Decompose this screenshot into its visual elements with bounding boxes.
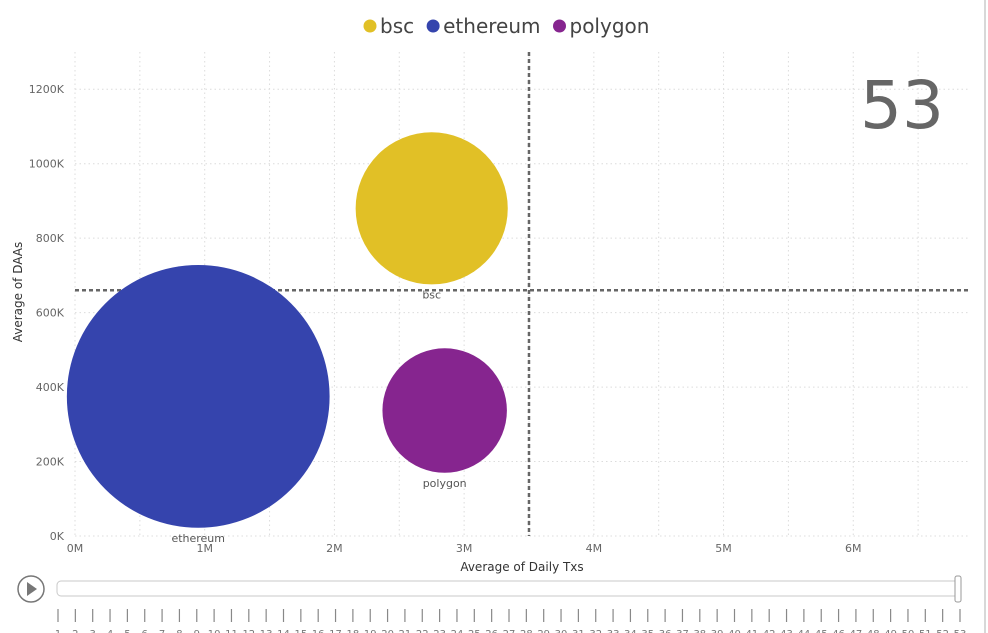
x-tick-label: 0M [67,542,84,555]
play-axis-handle[interactable] [954,575,962,603]
play-tick-label[interactable]: 52 [936,629,949,633]
play-tick-label[interactable]: 32 [589,629,602,633]
y-tick-label: 600K [36,307,65,320]
y-axis-title: Average of DAAs [11,242,25,343]
play-tick-label[interactable]: 14 [277,629,290,633]
legend-marker-bsc [363,19,377,33]
play-tick-label[interactable]: 53 [954,629,967,633]
play-tick-label[interactable]: 10 [208,629,221,633]
play-tick-label[interactable]: 12 [242,629,255,633]
play-tick-label[interactable]: 34 [624,629,637,633]
play-tick-label[interactable]: 19 [364,629,377,633]
x-tick-label: 5M [715,542,732,555]
play-tick-label[interactable]: 49 [884,629,897,633]
play-tick-label[interactable]: 26 [485,629,498,633]
play-tick-label[interactable]: 2 [72,629,78,633]
bubble-labels: bsc ethereum polygon [171,288,466,544]
play-tick-label[interactable]: 7 [159,629,165,633]
play-tick-label[interactable]: 15 [294,629,307,633]
play-tick-label[interactable]: 1 [55,629,61,633]
legend-item-ethereum[interactable]: ethereum [443,14,540,38]
play-tick-label[interactable]: 45 [815,629,828,633]
play-tick-label[interactable]: 3 [90,629,96,633]
legend-item-bsc[interactable]: bsc [380,14,414,38]
play-tick-label[interactable]: 47 [850,629,863,633]
bubble-label-bsc: bsc [422,288,441,301]
y-axis-ticks: 0K 200K 400K 600K 800K 1000K 1200K [29,83,65,543]
play-tick-label[interactable]: 9 [194,629,200,633]
play-tick-label[interactable]: 18 [347,629,360,633]
play-tick-label[interactable]: 11 [225,629,238,633]
bubbles [66,132,508,528]
play-button[interactable] [17,575,45,603]
play-tick-label[interactable]: 48 [867,629,880,633]
play-tick-label[interactable]: 25 [468,629,481,633]
play-tick-label[interactable]: 8 [176,629,182,633]
play-axis-track[interactable] [56,580,962,597]
play-tick-label[interactable]: 37 [676,629,689,633]
x-tick-label: 6M [845,542,862,555]
x-tick-label: 3M [456,542,473,555]
play-tick-label[interactable]: 36 [659,629,672,633]
x-axis-ticks: 0M 1M 2M 3M 4M 5M 6M [67,542,862,555]
y-tick-label: 1000K [29,158,65,171]
play-tick-label[interactable]: 33 [607,629,620,633]
play-tick-label[interactable]: 40 [728,629,741,633]
play-tick-label[interactable]: 4 [107,629,113,633]
play-tick-label[interactable]: 35 [641,629,654,633]
legend: bsc ethereum polygon [363,14,650,38]
play-axis-ticks: 1234567891011121314151617181920212223242… [55,609,967,633]
legend-marker-ethereum [426,19,440,33]
play-tick-label[interactable]: 5 [124,629,130,633]
x-tick-label: 1M [196,542,213,555]
y-tick-label: 800K [36,232,65,245]
bubble-ethereum[interactable] [66,265,330,528]
bubble-label-ethereum: ethereum [171,532,225,545]
legend-item-polygon[interactable]: polygon [570,14,650,38]
y-tick-label: 0K [50,530,65,543]
play-tick-label[interactable]: 46 [832,629,845,633]
play-tick-label[interactable]: 41 [745,629,758,633]
play-tick-label[interactable]: 20 [381,629,394,633]
play-tick-label[interactable]: 43 [780,629,793,633]
play-tick-label[interactable]: 44 [798,629,811,633]
play-tick-label[interactable]: 28 [520,629,533,633]
y-tick-label: 400K [36,381,65,394]
x-tick-label: 4M [586,542,603,555]
play-tick-label[interactable]: 13 [260,629,273,633]
play-tick-label[interactable]: 31 [572,629,585,633]
play-tick-label[interactable]: 6 [142,629,148,633]
play-tick-label[interactable]: 22 [416,629,429,633]
play-tick-label[interactable]: 16 [312,629,325,633]
x-axis-title: Average of Daily Txs [460,560,583,574]
play-tick-label[interactable]: 17 [329,629,342,633]
legend-marker-polygon [553,19,566,33]
x-tick-label: 2M [326,542,343,555]
bubble-polygon[interactable] [382,348,507,473]
play-tick-label[interactable]: 23 [433,629,446,633]
play-tick-label[interactable]: 39 [711,629,724,633]
play-tick-label[interactable]: 21 [399,629,412,633]
bubble-bsc[interactable] [355,132,508,285]
play-tick-label[interactable]: 51 [919,629,932,633]
play-tick-label[interactable]: 27 [503,629,516,633]
play-icon [27,582,37,596]
y-tick-label: 1200K [29,83,65,96]
play-tick-label[interactable]: 24 [451,629,464,633]
play-tick-label[interactable]: 29 [537,629,550,633]
play-tick-label[interactable]: 30 [555,629,568,633]
play-tick-label[interactable]: 38 [693,629,706,633]
frame-number: 53 [860,67,944,144]
y-tick-label: 200K [36,456,65,469]
play-tick-label[interactable]: 42 [763,629,776,633]
bubble-label-polygon: polygon [423,477,467,490]
play-tick-label[interactable]: 50 [902,629,915,633]
